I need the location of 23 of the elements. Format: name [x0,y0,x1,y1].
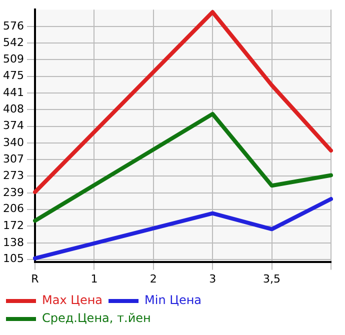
y-tick-label: 374 [2,119,24,132]
y-tick-label: 340 [2,136,24,149]
x-tick-label: 3,5 [263,272,281,286]
y-tick-label: 239 [2,186,24,199]
y-tick-label: 138 [2,236,24,249]
y-tick-label: 273 [2,169,24,182]
y-tick-label: 475 [2,69,24,82]
x-tick-label: R [31,272,40,286]
y-tick-label: 509 [2,52,24,66]
y-tick-label: 441 [2,86,24,100]
y-tick-label: 576 [2,19,24,32]
y-tick-label: 105 [2,252,24,266]
legend-label: Сред.Цена, т.йен [42,311,151,326]
x-tick-label: 1 [90,272,98,286]
legend-label: Max Цена [42,293,103,308]
y-tick-label: 307 [2,152,24,166]
y-tick-label: 408 [2,102,24,116]
x-tick-label: 3 [209,272,216,286]
y-tick-label: 542 [2,36,24,50]
legend-label: Min Цена [144,293,202,308]
x-tick-label: 2 [150,272,157,286]
y-tick-label: 206 [2,202,24,216]
y-tick-label: 172 [2,219,24,232]
